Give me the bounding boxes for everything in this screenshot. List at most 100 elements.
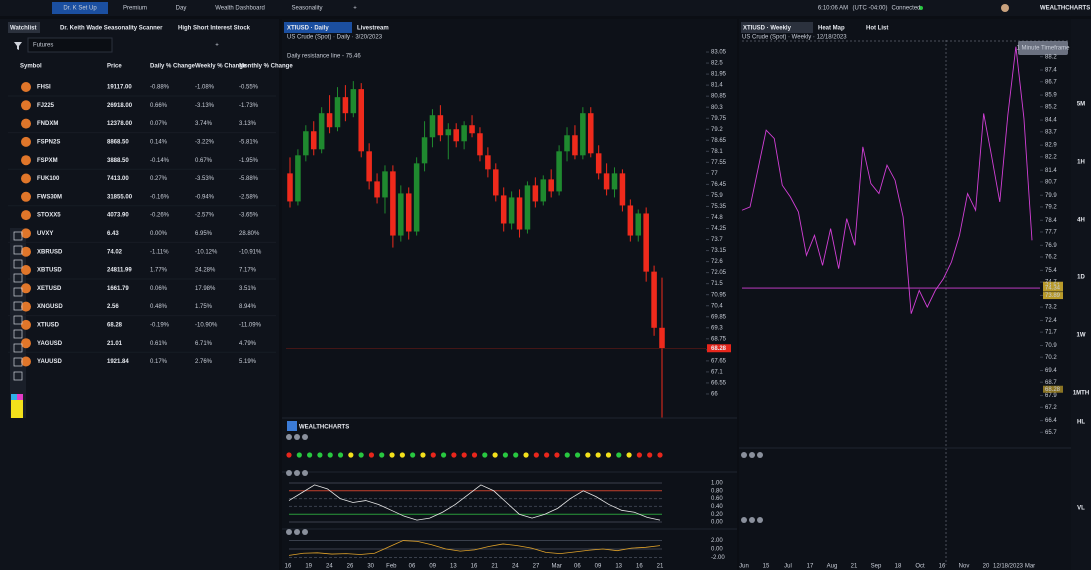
candle-body <box>587 113 594 154</box>
watchlist-tab[interactable]: Watchlist <box>10 26 36 32</box>
pane-control[interactable] <box>749 517 755 523</box>
watchlist-tab[interactable]: High Short Interest Stock <box>178 26 251 32</box>
price-tag-label: 68.28 <box>1045 387 1061 393</box>
tool-icon[interactable] <box>13 357 23 367</box>
nav-tab[interactable]: Wealth Dashboard <box>215 6 265 12</box>
tool-icon[interactable] <box>13 315 23 325</box>
chart-tab[interactable]: Livestream <box>357 26 389 32</box>
filter-icon[interactable] <box>14 42 22 50</box>
add-symbol[interactable]: + <box>215 43 219 49</box>
y-tick-label: 78.1 <box>711 149 723 155</box>
cell: 0.27% <box>150 176 168 182</box>
pane-control[interactable] <box>302 529 308 535</box>
signal-dot <box>605 452 612 458</box>
chart-tab[interactable]: Heat Map <box>818 26 845 32</box>
pane-control[interactable] <box>286 434 292 440</box>
pane-control[interactable] <box>294 529 300 535</box>
candle-body <box>548 179 554 192</box>
timeframe[interactable]: 1H <box>1077 160 1085 166</box>
symbol: FSPXM <box>37 158 58 164</box>
timeframe[interactable]: 1D <box>1077 275 1085 281</box>
tool-icon[interactable] <box>13 287 23 297</box>
signal-dot <box>636 452 642 458</box>
timeframe[interactable]: 5M <box>1077 102 1085 108</box>
cell: 74.02 <box>107 249 123 255</box>
add-tab[interactable]: + <box>353 6 357 12</box>
tool-icon[interactable] <box>13 231 23 241</box>
watchlist-tab[interactable]: Dr. Keith Wade Seasonality Scanner <box>60 26 163 32</box>
nav-tab[interactable]: Premium <box>123 6 147 12</box>
y-tick-label: 85.2 <box>1045 104 1057 110</box>
y-tick-label: 0.60 <box>711 496 723 502</box>
cell: -2.58% <box>239 194 259 200</box>
main-chart-panel <box>282 19 737 570</box>
nav-tab[interactable]: Seasonality <box>291 6 322 12</box>
y-tick-label: 76.9 <box>1045 243 1057 249</box>
y-tick-label: 66 <box>711 392 718 398</box>
timeframe[interactable]: HL <box>1077 420 1085 426</box>
cell: 68.28 <box>107 322 123 328</box>
cell: -1.73% <box>239 103 259 109</box>
pane-control[interactable] <box>302 470 308 476</box>
nav-tab[interactable]: Day <box>176 6 187 12</box>
timeframe[interactable]: 1W <box>1077 333 1086 339</box>
cell: 0.67% <box>195 158 213 164</box>
symbol: FSPN2S <box>37 139 60 145</box>
cell: 6.43 <box>107 231 119 237</box>
tool-icon[interactable] <box>13 301 23 311</box>
x-tick-label: 18 <box>895 564 902 570</box>
candle-body <box>382 171 388 198</box>
pane-control[interactable] <box>294 434 300 440</box>
candle-body <box>334 97 341 128</box>
cell: 1.75% <box>195 304 213 310</box>
cell: -0.88% <box>150 85 170 91</box>
pane-control[interactable] <box>286 529 292 535</box>
filter-select[interactable]: Futures <box>33 43 53 49</box>
pane-control[interactable] <box>302 434 308 440</box>
candle-body <box>556 151 562 192</box>
timeframe[interactable]: 4H <box>1077 218 1085 224</box>
nav-tab[interactable]: Dr. K Set Up <box>63 6 97 12</box>
filter-box[interactable] <box>27 37 113 53</box>
chart-tab[interactable]: Hot List <box>866 26 888 32</box>
tool-icon[interactable] <box>13 245 23 255</box>
tool-icon[interactable] <box>13 329 23 339</box>
cell: -11.09% <box>239 322 262 328</box>
pane-control[interactable] <box>749 452 755 458</box>
column-header: Price <box>107 64 122 70</box>
tool-icon[interactable] <box>13 273 23 283</box>
y-tick-label: 72.4 <box>1045 318 1057 324</box>
timeframe[interactable]: 1MTH <box>1073 391 1089 397</box>
cell: 3888.50 <box>107 158 129 164</box>
signal-dot <box>523 452 529 458</box>
timeframe-bar <box>1071 19 1091 570</box>
tool-icon[interactable] <box>13 259 23 269</box>
pane-control[interactable] <box>757 452 763 458</box>
tool-icon[interactable] <box>13 371 23 381</box>
chart-tab[interactable]: XTIUSD · Weekly <box>743 26 792 32</box>
x-tick-label: 21 <box>851 564 858 570</box>
y-tick-label: 69.3 <box>711 325 723 331</box>
tool-icon[interactable] <box>13 343 23 353</box>
avatar[interactable] <box>1001 4 1009 12</box>
symbol: XTIUSD <box>37 322 60 328</box>
y-tick-label: 2.00 <box>711 538 723 544</box>
pane-control[interactable] <box>286 470 292 476</box>
y-tick-label: 69.85 <box>711 314 727 320</box>
x-tick-label: 16 <box>471 564 478 570</box>
chart-tab[interactable]: XTIUSD · Daily <box>287 26 329 32</box>
signal-dot <box>544 452 550 458</box>
cell: 12378.00 <box>107 121 133 127</box>
timeframe[interactable]: VL <box>1077 506 1085 512</box>
signal-dot <box>348 452 354 458</box>
x-tick-label: 26 <box>347 564 354 570</box>
pane-control[interactable] <box>741 452 747 458</box>
candle-body <box>627 205 634 236</box>
symbol: XETUSD <box>37 286 62 292</box>
x-tick-label: 20 <box>983 564 990 570</box>
pane-control[interactable] <box>294 470 300 476</box>
y-tick-label: 66.55 <box>711 381 727 387</box>
pane-control[interactable] <box>741 517 747 523</box>
cell: 3.74% <box>195 121 213 127</box>
pane-control[interactable] <box>757 517 763 523</box>
